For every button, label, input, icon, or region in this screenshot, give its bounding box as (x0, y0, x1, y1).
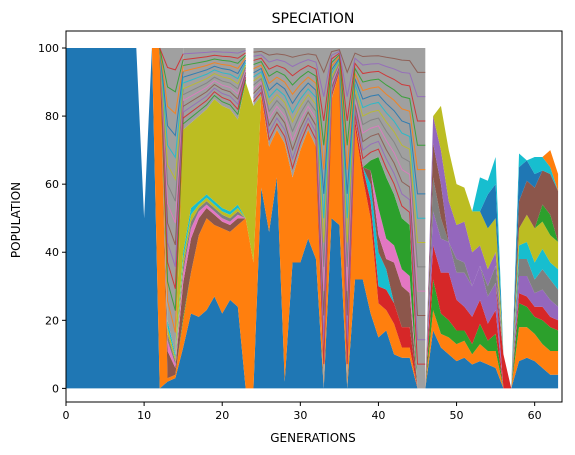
minor-species-stripe (183, 49, 246, 55)
plot-frame (65, 30, 563, 403)
minor-species-stripe (183, 57, 247, 72)
x-tick-label: 50 (450, 409, 464, 422)
area-series-1 (66, 48, 559, 389)
minor-species-stripe (182, 74, 247, 113)
minor-species-stripe (253, 49, 426, 74)
area-series-8 (66, 48, 559, 389)
y-tick-label: 100 (38, 42, 59, 55)
area-series-22 (66, 48, 559, 389)
minor-species-stripe (159, 47, 184, 71)
area-series-2 (66, 48, 559, 389)
minor-species-stripe (182, 67, 247, 96)
minor-species-stripes (159, 47, 426, 365)
x-axis-label: GENERATIONS (270, 431, 355, 445)
y-axis-label: POPULATION (9, 182, 23, 258)
minor-species-stripe (183, 54, 247, 67)
minor-species-band-1 (183, 48, 246, 130)
x-tick-label: 40 (371, 409, 385, 422)
y-tick-label: 20 (45, 314, 59, 327)
x-tick-label: 0 (63, 409, 70, 422)
y-tick-label: 60 (45, 178, 59, 191)
area-series-0 (66, 48, 559, 389)
minor-species-stripe (159, 47, 184, 202)
x-tick-label: 30 (293, 409, 307, 422)
x-tick-label: 20 (215, 409, 229, 422)
minor-species-stripe (182, 62, 247, 84)
minor-species-stripe (183, 52, 246, 61)
minor-species-stripe (159, 47, 184, 93)
y-axis-ticks: 0 20 40 60 80 100 (38, 42, 66, 395)
minor-species-stripe (159, 47, 184, 224)
y-tick-label: 0 (52, 382, 59, 395)
minor-species-stripe (253, 50, 426, 98)
y-tick-label: 80 (45, 110, 59, 123)
minor-species-stripe (182, 69, 247, 101)
minor-species-stripe (182, 64, 247, 90)
minor-species-stripe (182, 79, 247, 125)
minor-species-stripe (182, 72, 247, 107)
minor-species-stripe (183, 59, 247, 78)
minor-species-stripe (159, 47, 184, 137)
x-axis-ticks: 0 10 20 30 40 50 60 (63, 402, 542, 422)
minor-species-stripe (159, 47, 184, 182)
minor-species-stripe (182, 77, 247, 119)
area-series-17 (66, 48, 559, 389)
x-tick-label: 10 (137, 409, 151, 422)
area-series-21 (66, 48, 559, 389)
y-tick-label: 40 (45, 246, 59, 259)
x-tick-label: 60 (528, 409, 542, 422)
minor-species-stripe (159, 47, 184, 159)
chart-title: SPECIATION (272, 11, 355, 27)
minor-species-stripe (159, 47, 184, 115)
